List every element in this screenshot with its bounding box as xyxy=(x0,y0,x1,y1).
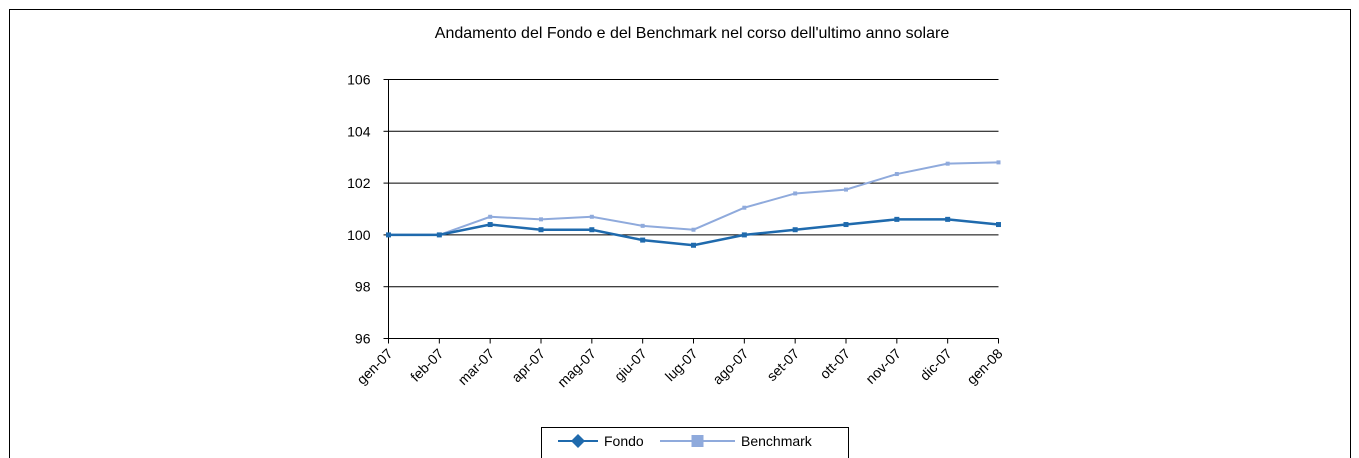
legend-marker xyxy=(691,435,704,447)
x-tick-label: set-07 xyxy=(763,345,802,384)
x-tick-label: giu-07 xyxy=(611,345,650,384)
point xyxy=(996,160,1001,165)
point xyxy=(894,216,900,222)
x-tick-label: gen-07 xyxy=(353,345,395,387)
point xyxy=(742,205,747,210)
point xyxy=(691,227,696,232)
point xyxy=(488,214,493,219)
x-tick-label: gen-08 xyxy=(963,345,1005,387)
legend-label: Fondo xyxy=(604,433,644,449)
y-tick-label: 98 xyxy=(355,279,371,295)
x-tick-label: mar-07 xyxy=(455,345,498,388)
x-tick-label: feb-07 xyxy=(407,345,447,385)
x-tick-label: lug-07 xyxy=(662,345,701,384)
y-tick-label: 106 xyxy=(347,72,371,88)
point xyxy=(640,223,645,228)
x-tick-label: ago-07 xyxy=(709,345,751,387)
point xyxy=(589,214,594,219)
series-line xyxy=(388,218,999,247)
chart-title: Andamento del Fondo e del Benchmark nel … xyxy=(435,25,950,42)
point xyxy=(741,232,747,238)
point xyxy=(844,187,848,192)
x-tick-label: ott-07 xyxy=(816,345,853,382)
point xyxy=(945,216,951,222)
legend-label: Benchmark xyxy=(741,433,813,449)
y-tick-label: 104 xyxy=(347,123,371,139)
x-tick-label: dic-07 xyxy=(917,345,955,383)
point xyxy=(386,232,391,238)
point xyxy=(945,161,950,166)
point xyxy=(539,217,543,222)
point xyxy=(793,191,798,196)
point xyxy=(589,227,595,233)
y-tick-label: 100 xyxy=(347,227,371,243)
x-tick-label: nov-07 xyxy=(862,345,904,387)
y-tick-label: 96 xyxy=(355,331,371,347)
point xyxy=(436,232,442,238)
point xyxy=(640,237,646,243)
legend-marker xyxy=(571,434,585,448)
point xyxy=(487,222,493,228)
series-line xyxy=(388,161,999,236)
x-tick-label: mag-07 xyxy=(554,345,599,390)
point xyxy=(538,227,544,233)
point xyxy=(843,222,849,228)
point xyxy=(894,172,899,177)
frame xyxy=(9,9,1351,458)
point xyxy=(691,242,696,248)
y-tick-label: 102 xyxy=(347,175,371,191)
point xyxy=(996,222,1001,228)
x-tick-label: apr-07 xyxy=(508,345,548,385)
point xyxy=(792,227,798,233)
